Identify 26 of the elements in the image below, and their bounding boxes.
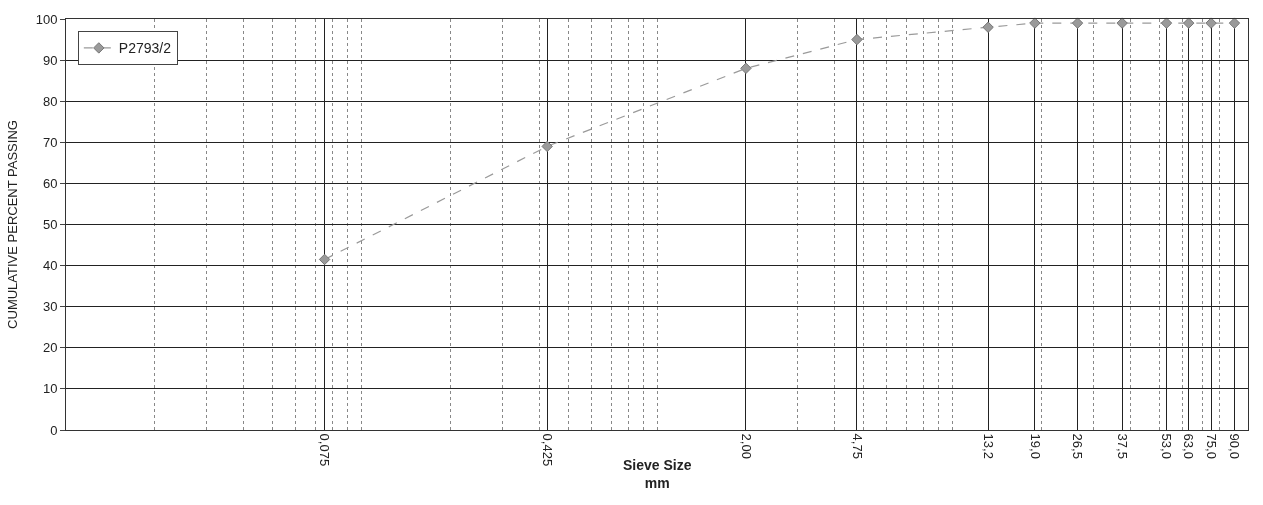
y-tick-label: 50: [42, 217, 58, 233]
y-tick-label: 90: [42, 52, 58, 68]
y-tick-label: 20: [42, 340, 58, 356]
y-tick-label: 60: [42, 175, 58, 191]
y-tick-label: 30: [42, 299, 58, 315]
y-tick-label: 10: [42, 381, 58, 397]
x-tick-label: 90,0: [1227, 433, 1243, 459]
x-tick-label: 37,5: [1114, 433, 1130, 459]
x-tick-label: 63,0: [1181, 433, 1197, 459]
x-tick-label: 0,075: [317, 433, 333, 467]
x-tick-label: 0,425: [539, 433, 555, 467]
x-axis-title: Sieve Size mm: [623, 457, 692, 492]
y-tick-label: 70: [42, 134, 58, 150]
x-tick-label: 13,2: [980, 433, 996, 459]
y-axis-title: CUMULATIVE PERCENT PASSING: [4, 120, 20, 329]
y-tick-label: 100: [35, 11, 58, 27]
x-tick-label: 4,75: [849, 433, 865, 459]
y-tick-label: 0: [50, 422, 58, 438]
x-tick-label: 26,5: [1070, 433, 1086, 459]
legend-label: P2793/2: [118, 40, 172, 57]
y-tick-label: 80: [42, 93, 58, 109]
y-tick-label: 40: [42, 258, 58, 274]
x-tick-label: 75,0: [1203, 433, 1219, 459]
x-tick-label: 53,0: [1159, 433, 1175, 459]
x-tick-label: 2,00: [738, 433, 754, 459]
x-tick-label: 19,0: [1027, 433, 1043, 459]
